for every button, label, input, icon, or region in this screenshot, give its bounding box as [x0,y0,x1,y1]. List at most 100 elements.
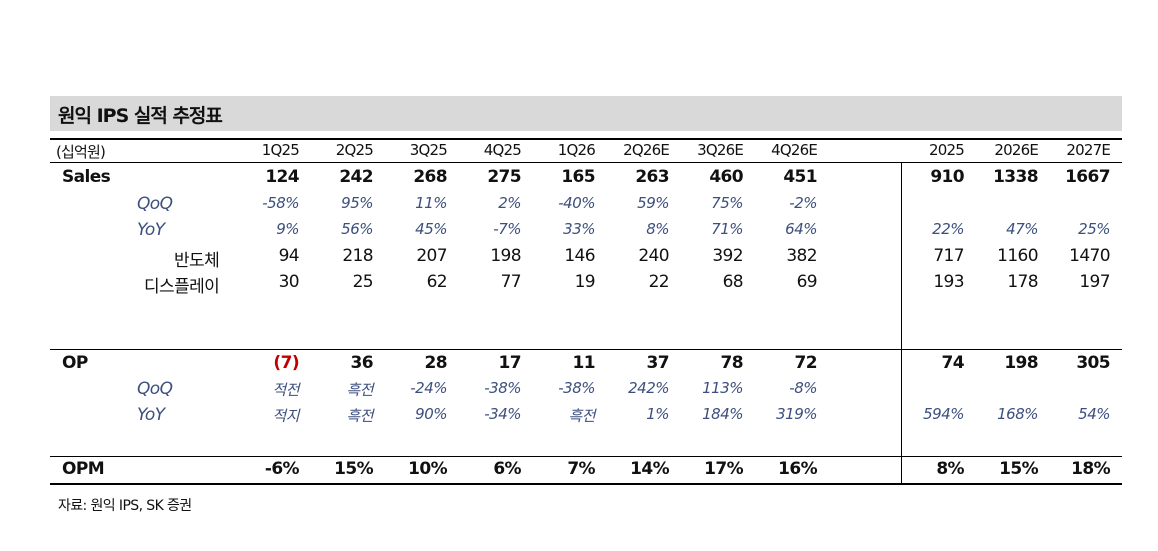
table-cell: 8% [936,459,964,479]
table-cell: 56% [341,220,373,238]
column-header: 2Q25 [335,141,374,159]
row-label: Sales [62,167,111,187]
table-cell: 22 [648,272,670,292]
table-cell: 37 [646,353,670,373]
table-cell: -6% [264,459,300,479]
table-cell: 36 [350,353,374,373]
table-cell: 16% [778,459,817,479]
table-cell: -2% [789,194,817,212]
table-cell: 77 [500,272,522,292]
table-cell: 흑전 [568,407,595,425]
table-cell: 90% [415,405,447,423]
row-label: OP [62,353,88,373]
table-cell: 1470 [1069,246,1110,266]
table-cell: 1% [646,405,669,423]
table-cell: -8% [789,379,817,397]
table-cell: 305 [1076,353,1110,373]
table-cell: 1160 [997,246,1038,266]
table-cell: 242 [339,167,373,187]
table-cell: -7% [493,220,521,238]
table-cell: 흑전 [346,407,373,425]
table-cell: 47% [1006,220,1038,238]
table-cell: 7% [567,459,595,479]
table-cell: 8% [646,220,669,238]
table-cell: 193 [933,272,964,292]
column-header: 1Q26 [557,141,596,159]
title-bar [50,96,1122,131]
table-cell: -38% [558,379,595,397]
table-cell: -34% [484,405,521,423]
table-cell: 28 [424,353,448,373]
column-header: 2027E [1066,141,1110,159]
table-cell: 22% [932,220,964,238]
unit-label: (십억원) [56,143,106,161]
table-title: 원익 IPS 실적 추정표 [58,105,223,127]
column-header: 2026E [994,141,1038,159]
table-cell: 113% [702,379,743,397]
table-cell: 594% [923,405,964,423]
table-cell: 146 [564,246,595,266]
table-cell: 11 [572,353,596,373]
row-label: QoQ [137,379,173,399]
table-cell: 198 [490,246,521,266]
table-cell: 165 [561,167,595,187]
row-label: 반도체 [174,251,220,271]
header-bottom-rule [50,162,1122,163]
row-label: 디스플레이 [144,277,220,297]
table-cell: 17% [704,459,743,479]
table-cell: 10% [408,459,447,479]
table-cell: 흑전 [346,381,373,399]
opm-section-rule [50,456,1122,457]
table-cell: 240 [638,246,669,266]
table-cell: 319% [776,405,817,423]
table-cell: 78 [720,353,744,373]
table-cell: 25% [1078,220,1110,238]
table-cell: 17 [498,353,522,373]
header-top-rule [50,138,1122,140]
table-cell: 15% [334,459,373,479]
table-cell: 198 [1004,353,1038,373]
table-bottom-rule [50,483,1122,485]
column-header: 2Q26E [623,141,670,159]
table-cell: 30 [278,272,300,292]
table-cell: 19 [574,272,596,292]
table-cell: 25 [352,272,374,292]
column-header: 4Q26E [771,141,818,159]
table-cell: 18% [1071,459,1110,479]
column-header: 3Q25 [409,141,448,159]
table-cell: 62 [426,272,448,292]
table-cell: 69 [796,272,818,292]
table-cell: 392 [712,246,743,266]
table-cell: 14% [630,459,669,479]
table-cell: 54% [1078,405,1110,423]
table-cell: 717 [933,246,964,266]
table-cell: 218 [342,246,373,266]
table-cell: 124 [265,167,299,187]
row-label: YoY [137,220,165,240]
table-cell: 197 [1079,272,1110,292]
table-cell: 33% [563,220,595,238]
annual-divider [901,162,902,484]
table-cell: -38% [484,379,521,397]
table-cell: 적지 [272,407,299,425]
table-cell: 207 [416,246,447,266]
op-section-rule [50,349,1122,350]
table-cell: 184% [702,405,743,423]
column-header: 4Q25 [483,141,522,159]
table-cell: 460 [709,167,743,187]
table-cell: 71% [711,220,743,238]
column-header: 1Q25 [261,141,300,159]
table-cell: 451 [783,167,817,187]
table-cell: 45% [415,220,447,238]
table-cell: 11% [415,194,447,212]
table-cell: 910 [930,167,964,187]
table-cell: 68 [722,272,744,292]
table-cell: 59% [637,194,669,212]
table-cell: 6% [493,459,521,479]
table-cell: -24% [410,379,447,397]
table-cell: 74 [941,353,965,373]
table-cell: 382 [786,246,817,266]
table-cell: 263 [635,167,669,187]
table-cell: 95% [341,194,373,212]
row-label: OPM [62,459,105,479]
